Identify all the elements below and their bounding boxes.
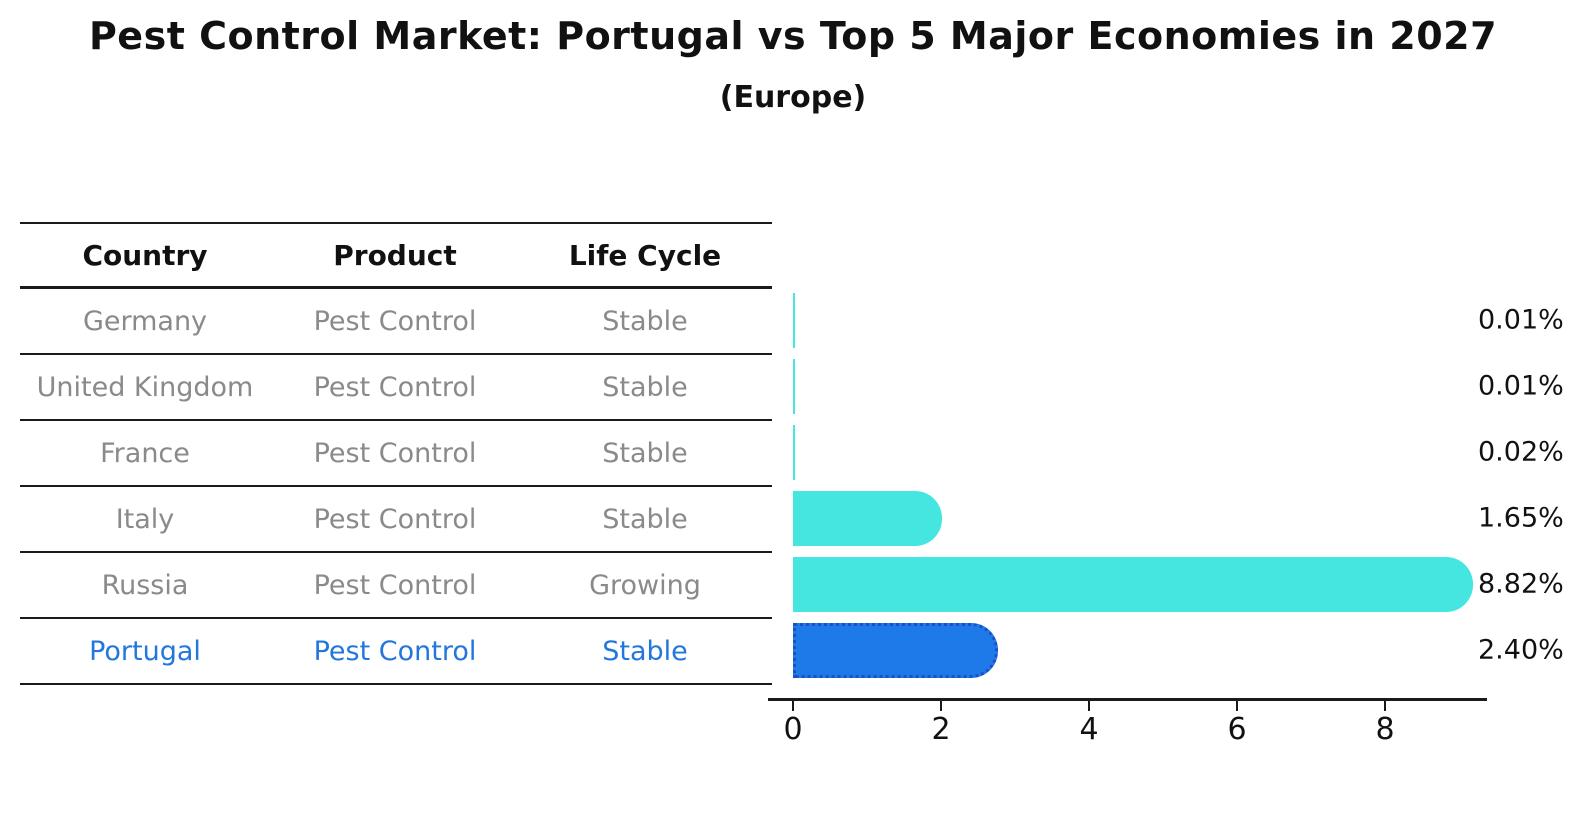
x-axis-tick [1384, 700, 1386, 711]
bar-italy [793, 490, 943, 546]
bar-russia [793, 556, 1473, 612]
bar-united-kingdom [793, 358, 795, 414]
x-axis-tick-label: 2 [931, 712, 951, 747]
country-table: Country Product Life Cycle Germany Pest C… [20, 222, 772, 685]
table-cell: Pest Control [313, 635, 477, 667]
table-cell: United Kingdom [36, 371, 254, 403]
table-cell: Stable [602, 503, 688, 535]
table-cell: Pest Control [313, 305, 477, 337]
table-cell: Stable [602, 635, 688, 667]
table-cell: Pest Control [313, 569, 477, 601]
bar-portugal [793, 622, 998, 678]
value-label-portugal: 2.40% [1478, 634, 1564, 666]
table-cell: Growing [589, 569, 701, 601]
x-axis-tick [1236, 700, 1238, 711]
chart-subtitle: (Europe) [719, 80, 867, 115]
table-cell: Pest Control [313, 371, 477, 403]
table-cell: Pest Control [313, 503, 477, 535]
x-axis-tick-label: 8 [1375, 712, 1395, 747]
table-cell: Italy [115, 503, 175, 535]
table-body: Germany Pest Control Stable United Kingdom P… [20, 289, 772, 685]
value-label-united-kingdom: 0.01% [1478, 370, 1564, 402]
x-axis-tick-label: 0 [783, 712, 803, 747]
table-cell: Russia [101, 569, 189, 601]
column-header-country: Country [82, 238, 208, 272]
table-cell: Pest Control [313, 437, 477, 469]
table-row-germany: Germany Pest Control Stable [20, 289, 772, 355]
value-label-russia: 8.82% [1478, 568, 1564, 600]
chart-title: Pest Control Market: Portugal vs Top 5 M… [88, 14, 1498, 58]
table-cell: Portugal [89, 635, 201, 667]
table-row-france: France Pest Control Stable [20, 421, 772, 487]
table-cell: France [100, 437, 190, 469]
x-axis-tick [1088, 700, 1090, 711]
table-cell: Stable [602, 305, 688, 337]
x-axis-tick [792, 700, 794, 711]
column-header-product: Product [333, 238, 457, 272]
x-axis-line [768, 698, 1487, 701]
table-cell: Germany [82, 305, 208, 337]
value-label-italy: 1.65% [1478, 502, 1564, 534]
bar-france [793, 424, 795, 480]
value-label-germany: 0.01% [1478, 304, 1564, 336]
table-cell: Stable [602, 371, 688, 403]
table-header-row: Country Product Life Cycle [20, 224, 772, 289]
bar-germany [793, 292, 795, 348]
column-header-life-cycle: Life Cycle [568, 238, 722, 272]
x-axis-tick-label: 4 [1079, 712, 1099, 747]
table-row-russia: Russia Pest Control Growing [20, 553, 772, 619]
x-axis-tick-label: 6 [1227, 712, 1247, 747]
table-row-united-kingdom: United Kingdom Pest Control Stable [20, 355, 772, 421]
x-axis-tick [940, 700, 942, 711]
table-row-portugal: Portugal Pest Control Stable [20, 619, 772, 685]
value-label-france: 0.02% [1478, 436, 1564, 468]
table-cell: Stable [602, 437, 688, 469]
table-row-italy: Italy Pest Control Stable [20, 487, 772, 553]
